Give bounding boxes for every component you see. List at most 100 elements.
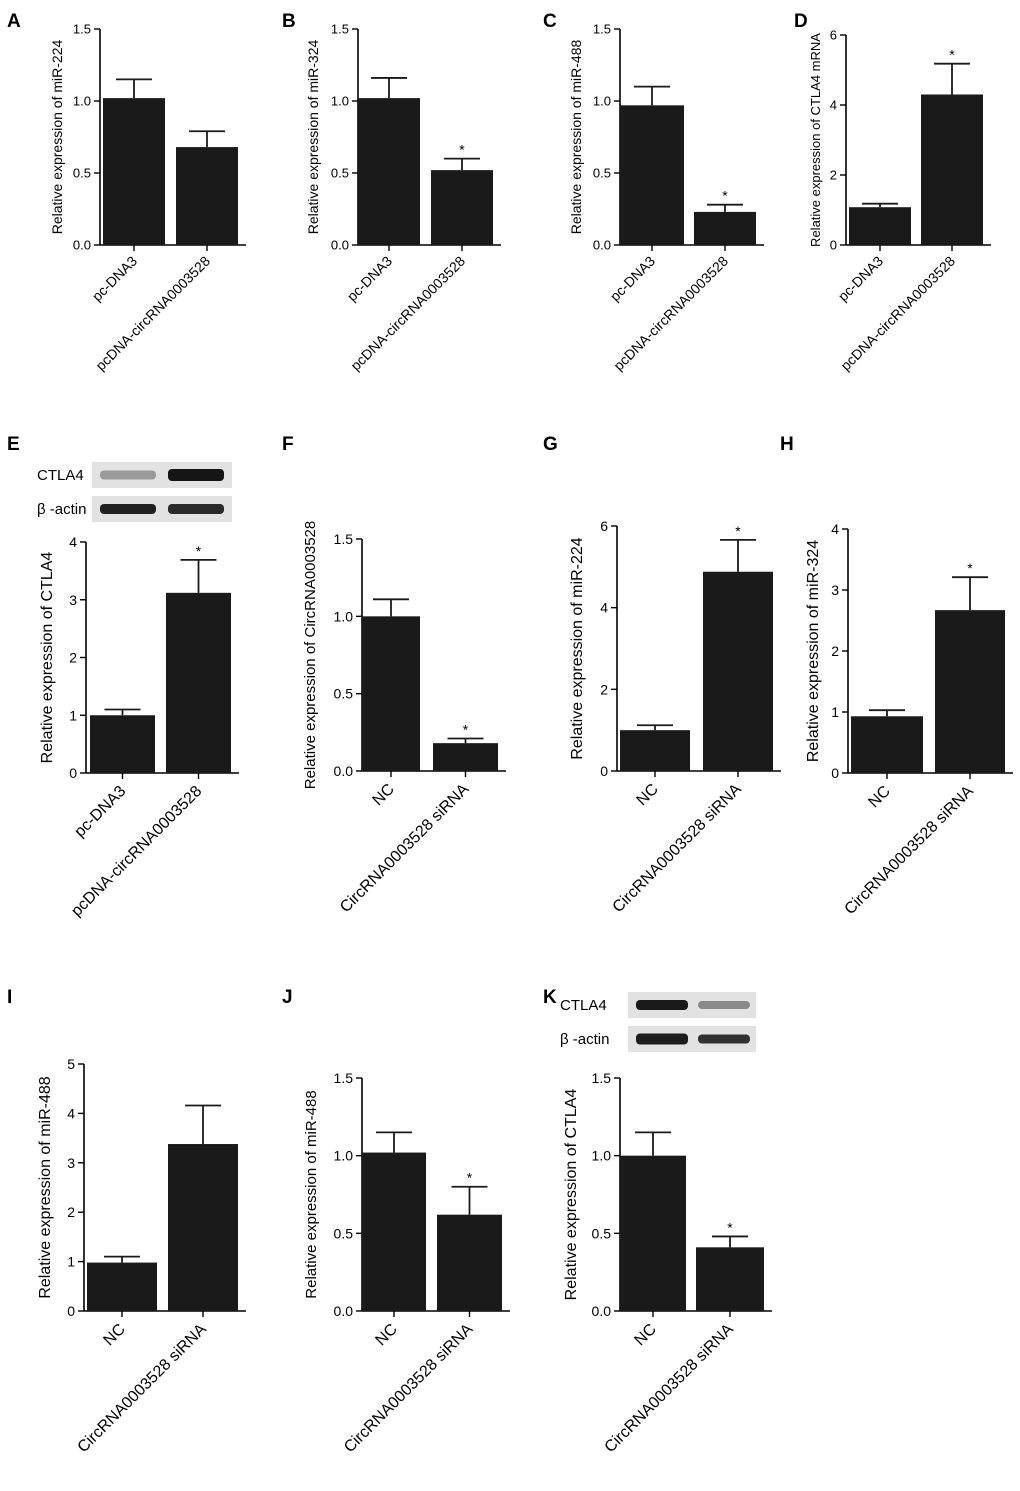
panel-letter: C [543, 11, 557, 32]
y-tick-label: 2 [600, 681, 608, 697]
panel-d: D 0 2 4 6 Relative expression of CTLA4 mRNA pc… [794, 11, 991, 374]
bar [168, 1144, 238, 1311]
significance-star: * [722, 188, 728, 204]
y-tick-label: 1.5 [73, 22, 91, 37]
y-tick-label: 0.0 [334, 1303, 354, 1319]
bar [620, 1155, 686, 1311]
category-label: NC [865, 783, 893, 811]
bar [176, 147, 238, 245]
category-label: pc-DNA3 [607, 253, 659, 305]
bar [362, 1152, 426, 1311]
category-label: NC [369, 781, 397, 809]
y-tick-label: 4 [831, 521, 839, 537]
bar [362, 616, 420, 771]
category-label: pcDNA-circRNA0003528 [68, 783, 205, 920]
y-tick-label: 6 [830, 28, 837, 43]
y-tick-label: 1.5 [593, 22, 611, 37]
blot-band [100, 504, 156, 514]
category-label: NC [633, 781, 661, 809]
panel-letter: G [543, 434, 558, 455]
bar [431, 170, 493, 245]
category-label: pc-DNA3 [89, 253, 141, 305]
y-tick-label: 1.0 [73, 94, 91, 109]
panel-e: E 0 1 2 3 4 Relative expression of CTLA4 pc-DNA… [7, 434, 239, 920]
blot-band [698, 1034, 750, 1044]
y-tick-label: 0.5 [593, 166, 611, 181]
y-tick-label: 0.0 [593, 238, 611, 253]
y-tick-label: 2 [69, 650, 77, 666]
panel-h: H 0 1 2 3 4 Relative expression of miR-324 NC * C… [780, 434, 1013, 918]
y-tick-label: 1.5 [592, 1070, 612, 1086]
y-axis-title: Relative expression of CTLA4 [563, 1089, 580, 1301]
y-tick-label: 0.0 [331, 238, 349, 253]
significance-star: * [949, 47, 955, 63]
category-label: CircRNA0003528 siRNA [842, 783, 977, 918]
y-axis-title: Relative expression of miR-224 [49, 40, 65, 235]
significance-star: * [463, 722, 469, 738]
category-label: pc-DNA3 [344, 253, 396, 305]
panel-letter: E [7, 434, 20, 455]
y-tick-label: 0 [831, 765, 839, 781]
y-tick-label: 1.5 [331, 22, 349, 37]
y-tick-label: 1 [69, 707, 77, 723]
panel-letter: J [282, 987, 293, 1008]
bar [620, 105, 684, 245]
y-tick-label: 3 [69, 592, 77, 608]
panel-b: B 0.0 0.5 1.0 1.5 Relative expression of miR-… [282, 11, 501, 374]
y-tick-label: 2 [831, 643, 839, 659]
bar [703, 571, 773, 771]
y-tick-label: 0 [830, 238, 837, 253]
panel-letter: I [7, 987, 12, 1008]
significance-star: * [467, 1170, 473, 1186]
blot-label: CTLA4 [37, 467, 84, 484]
category-label: CircRNA0003528 siRNA [610, 781, 745, 916]
blot-band [636, 1033, 688, 1045]
y-tick-label: 3 [67, 1155, 75, 1171]
y-tick-label: 0 [600, 763, 608, 779]
panel-g: G 0 2 4 6 Relative expression of miR-224 NC * Ci… [543, 434, 781, 916]
category-label: NC [631, 1321, 659, 1349]
panel-letter: F [282, 434, 294, 455]
y-axis-title: Relative expression of miR-224 [569, 537, 586, 759]
panel-letter: H [780, 434, 794, 455]
category-label: pc-DNA3 [71, 783, 129, 841]
y-tick-label: 1.0 [592, 1148, 612, 1164]
blot-label: β -actin [560, 1031, 609, 1048]
blot-band [168, 504, 224, 514]
bar [90, 715, 155, 773]
bar [433, 743, 498, 771]
category-label: pc-DNA3 [835, 253, 887, 305]
y-tick-label: 4 [67, 1105, 75, 1121]
significance-star: * [459, 142, 465, 158]
panel-letter: A [7, 11, 21, 32]
blot-band [698, 1001, 750, 1009]
bar [103, 98, 165, 246]
category-label: CircRNA0003528 siRNA [75, 1321, 210, 1456]
significance-star: * [196, 543, 202, 559]
y-tick-label: 3 [831, 582, 839, 598]
blot-band [168, 469, 224, 481]
y-tick-label: 5 [67, 1056, 75, 1072]
significance-star: * [967, 560, 973, 576]
panel-k: K 0.0 0.5 1.0 1.5 Relative expression of CTLA… [543, 987, 772, 1456]
y-tick-label: 1.5 [334, 1070, 354, 1086]
panel-c: C 0.0 0.5 1.0 1.5 Relative expression of miR-… [543, 11, 764, 374]
blot-label: β -actin [37, 501, 86, 518]
bar [620, 730, 690, 771]
y-axis-title: Relative expression of CircRNA0003528 [302, 521, 319, 789]
panel-letter: B [282, 11, 296, 32]
y-tick-label: 0 [69, 765, 77, 781]
y-tick-label: 1 [67, 1254, 75, 1270]
category-label: NC [100, 1321, 128, 1349]
y-tick-label: 1.0 [334, 608, 354, 624]
bar [358, 98, 420, 246]
category-label: CircRNA0003528 siRNA [337, 781, 472, 916]
panel-f: F 0.0 0.5 1.0 1.5 Relative expression of Circ… [282, 434, 506, 916]
y-axis-title: Relative expression of CTLA4 mRNA [808, 33, 823, 247]
y-tick-label: 1 [831, 704, 839, 720]
y-tick-label: 1.0 [334, 1148, 354, 1164]
y-tick-label: 2 [67, 1204, 75, 1220]
bar [87, 1262, 157, 1311]
bar [935, 610, 1005, 773]
